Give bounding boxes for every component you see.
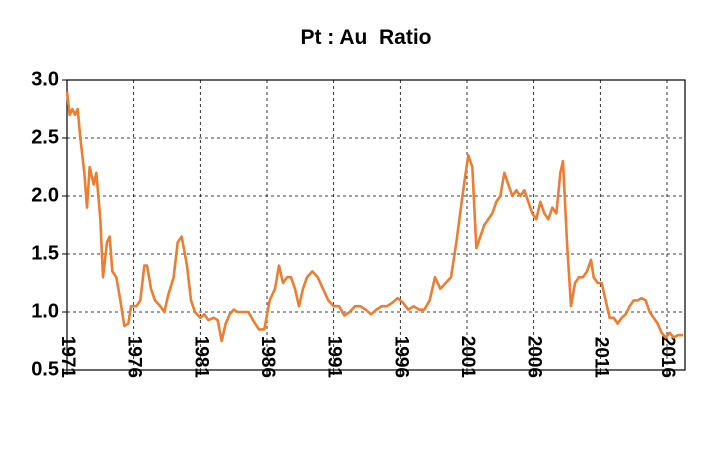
y-tick-label: 1.5: [31, 242, 59, 264]
x-tick-label: 2011: [590, 337, 611, 379]
y-tick-label: 3.0: [31, 68, 59, 90]
x-tick-label: 1976: [124, 336, 145, 378]
x-tick-label: 1981: [190, 336, 211, 379]
y-tick-label: 1.0: [31, 300, 59, 322]
plot-border: [66, 79, 686, 371]
x-tick-label: 2016: [657, 336, 678, 378]
line-series: [65, 91, 683, 343]
y-tick-label: 2.5: [31, 126, 59, 148]
x-tick-label: 1986: [257, 336, 278, 378]
y-tick-label: 0.5: [31, 358, 59, 380]
x-tick-label: 2001: [457, 336, 478, 379]
y-tick-label: 2.0: [31, 184, 59, 206]
x-tick-label: 1996: [390, 336, 411, 378]
x-tick-label: 1991: [324, 336, 345, 379]
chart-title: Pt : Au Ratio: [300, 26, 431, 49]
x-tick-label: 2006: [524, 336, 545, 378]
